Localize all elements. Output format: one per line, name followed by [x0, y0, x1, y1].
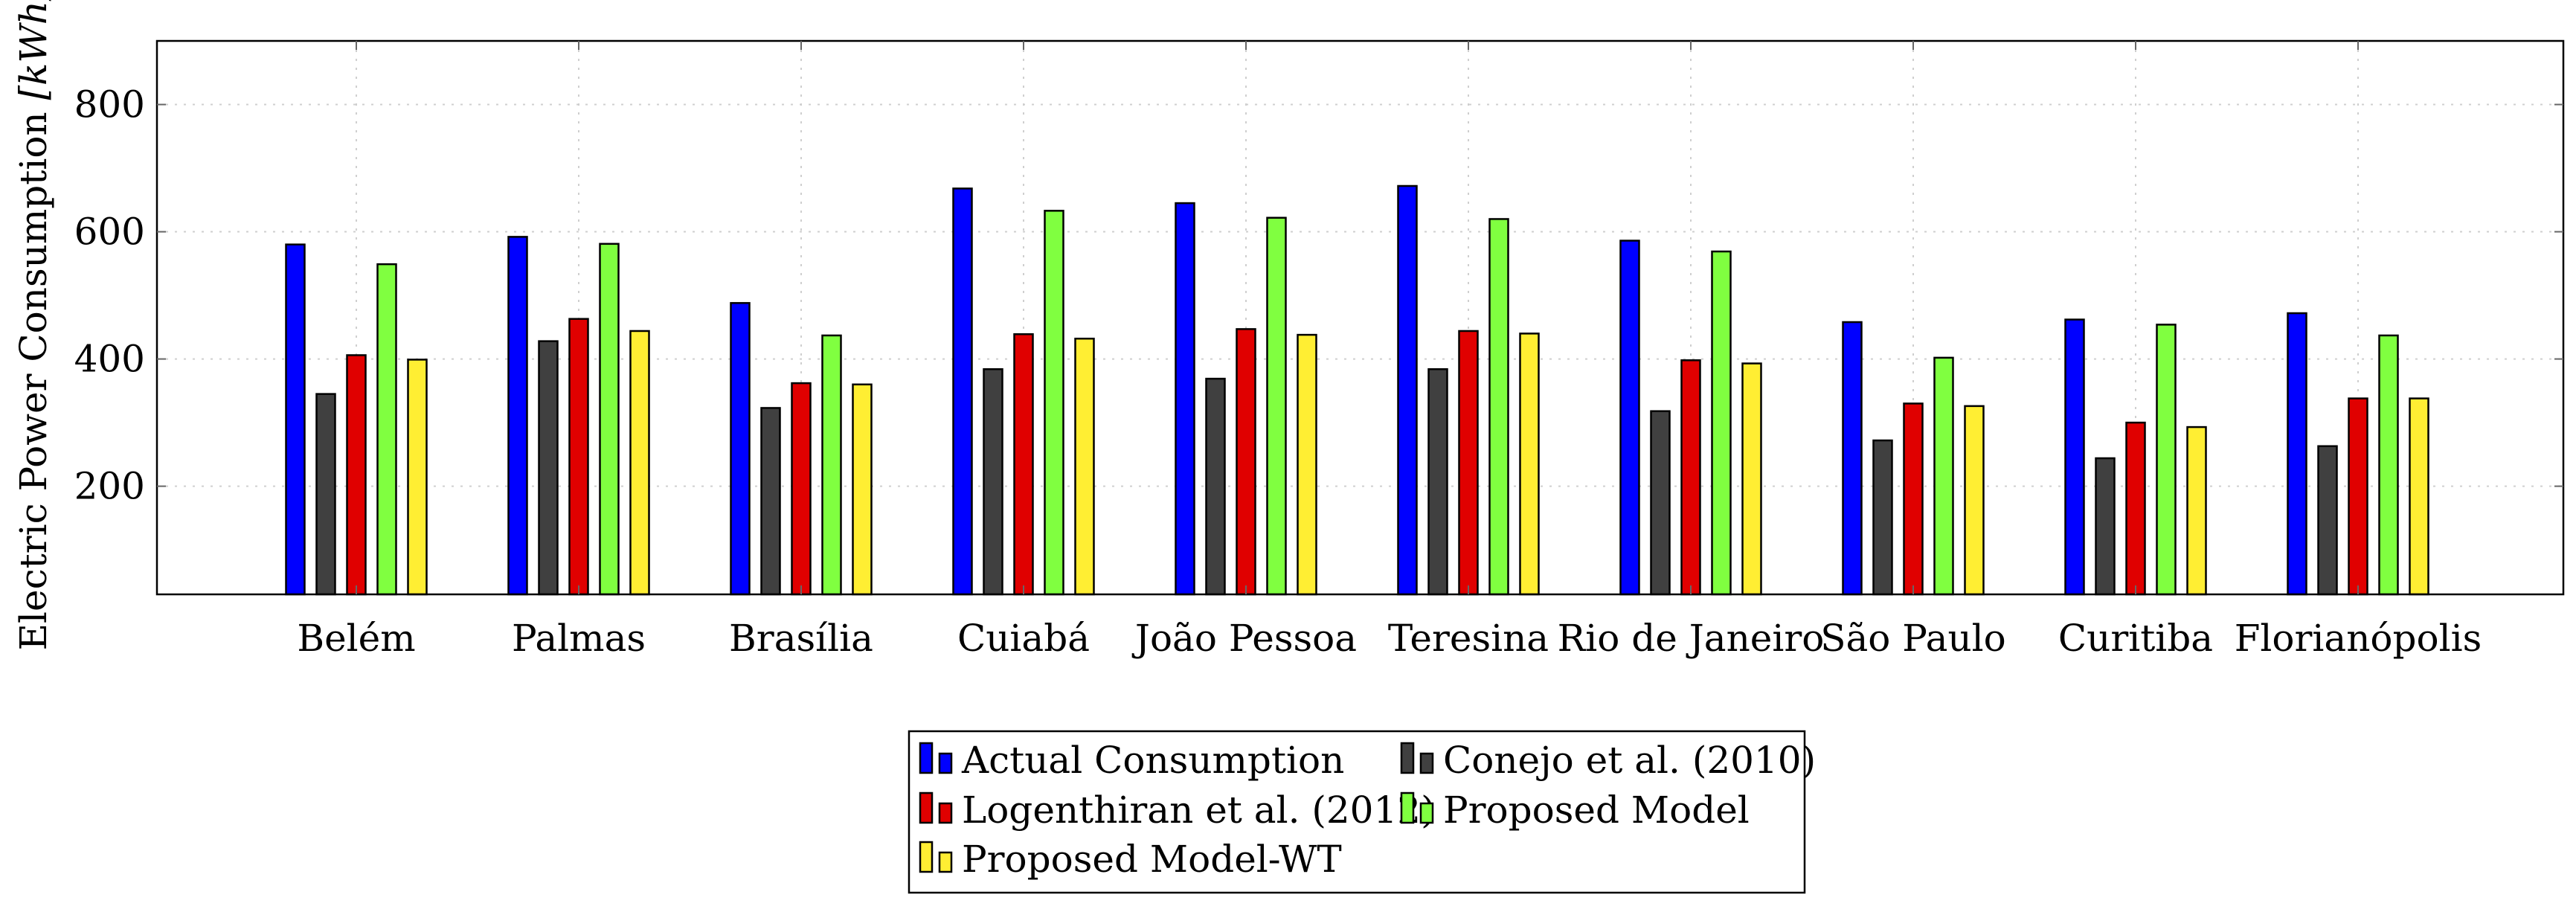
- x-tick-label: São Paulo: [1820, 617, 2006, 660]
- bar: [2186, 426, 2207, 596]
- bar: [2125, 421, 2146, 596]
- legend-swatch: [1400, 791, 1415, 824]
- bar: [1074, 337, 1095, 596]
- legend-label: Logenthiran et al. (2012): [962, 789, 1436, 832]
- bar: [285, 243, 306, 596]
- legend-frame: [908, 730, 1806, 894]
- legend-label: Proposed Model-WT: [962, 838, 1342, 881]
- bar: [2348, 397, 2368, 596]
- legend-swatch-small: [938, 802, 953, 824]
- legend-swatch-small: [1419, 752, 1434, 774]
- legend-label: Conejo et al. (2010): [1443, 739, 1816, 782]
- x-tick-label: Cuiabá: [957, 617, 1090, 660]
- bar: [1458, 330, 1479, 596]
- bar: [2064, 318, 2085, 596]
- bar: [791, 382, 812, 596]
- bar: [1044, 210, 1064, 596]
- bar: [376, 263, 397, 596]
- bar: [760, 407, 781, 596]
- bar: [568, 318, 589, 596]
- legend-swatch: [919, 742, 934, 774]
- bar: [2317, 445, 2338, 596]
- bar: [1013, 333, 1034, 596]
- legend-label: Actual Consumption: [961, 739, 1344, 782]
- bar: [599, 243, 620, 596]
- bar: [315, 393, 336, 596]
- bar: [730, 302, 751, 596]
- plot-area-frame: [155, 39, 2565, 596]
- legend-swatch-small: [1419, 802, 1434, 824]
- bar-layer: [285, 184, 2429, 596]
- bar: [1903, 402, 1924, 596]
- bar: [2095, 457, 2116, 596]
- bar: [1741, 362, 1762, 596]
- legend: Actual Consumption Conejo et al. (2010)Lo…: [908, 730, 1816, 894]
- bar: [2156, 324, 2177, 596]
- bar: [2409, 397, 2429, 596]
- bar: [1619, 240, 1640, 596]
- legend-swatch: [919, 841, 934, 873]
- label-layer: 200 400 600 800 Belém Palmas Brasília Cuiabá Joã…: [74, 83, 2482, 660]
- y-tick-label: 400: [74, 338, 145, 381]
- bar: [1427, 368, 1448, 596]
- bar: [952, 187, 973, 596]
- bar: [1519, 333, 1540, 596]
- bar: [1650, 410, 1671, 596]
- bar: [1236, 328, 1256, 596]
- x-tick-label: João Pessoa: [1131, 617, 1357, 660]
- y-axis-unit: [kWh]: [12, 0, 55, 100]
- bar: [1872, 439, 1893, 596]
- x-tick-label: Palmas: [512, 617, 646, 660]
- bar: [629, 330, 650, 596]
- bar: [346, 354, 367, 596]
- x-tick-label: Belém: [297, 617, 415, 660]
- bar: [1488, 218, 1509, 596]
- y-tick-label: 600: [74, 211, 145, 254]
- bar: [2287, 312, 2307, 596]
- legend-swatch: [919, 791, 934, 824]
- x-tick-label: Teresina: [1388, 617, 1549, 660]
- bar: [852, 383, 873, 596]
- bar: [1933, 356, 1954, 596]
- grid-layer: [157, 41, 2563, 594]
- bar: [1297, 333, 1317, 596]
- bar: [1964, 405, 1985, 596]
- tick-layer: [157, 41, 2563, 594]
- bar: [1205, 377, 1226, 596]
- bar: [1711, 250, 1732, 596]
- bar: [538, 340, 559, 596]
- x-tick-label: Curitiba: [2058, 617, 2213, 660]
- legend-swatch: [1400, 742, 1415, 774]
- x-tick-label: Rio de Janeiro: [1558, 617, 1825, 660]
- bar: [821, 334, 842, 596]
- y-tick-label: 800: [74, 83, 145, 126]
- bar: [983, 368, 1003, 596]
- y-tick-label: 200: [74, 465, 145, 508]
- x-tick-label: Florianópolis: [2235, 617, 2482, 660]
- bar: [1842, 321, 1863, 596]
- bar: [1680, 359, 1701, 596]
- x-tick-label: Brasília: [729, 617, 873, 660]
- bar: [507, 236, 528, 596]
- legend-swatch-small: [938, 752, 953, 774]
- bar: [2378, 334, 2399, 596]
- legend-swatch-small: [938, 851, 953, 873]
- legend-label: Proposed Model: [1443, 789, 1750, 832]
- bar: [407, 359, 428, 596]
- bar: [1175, 202, 1195, 596]
- bar: [1266, 216, 1287, 596]
- bar: [1397, 184, 1418, 596]
- y-axis-label: Electric Power Consumption [kWh]: [12, 0, 55, 650]
